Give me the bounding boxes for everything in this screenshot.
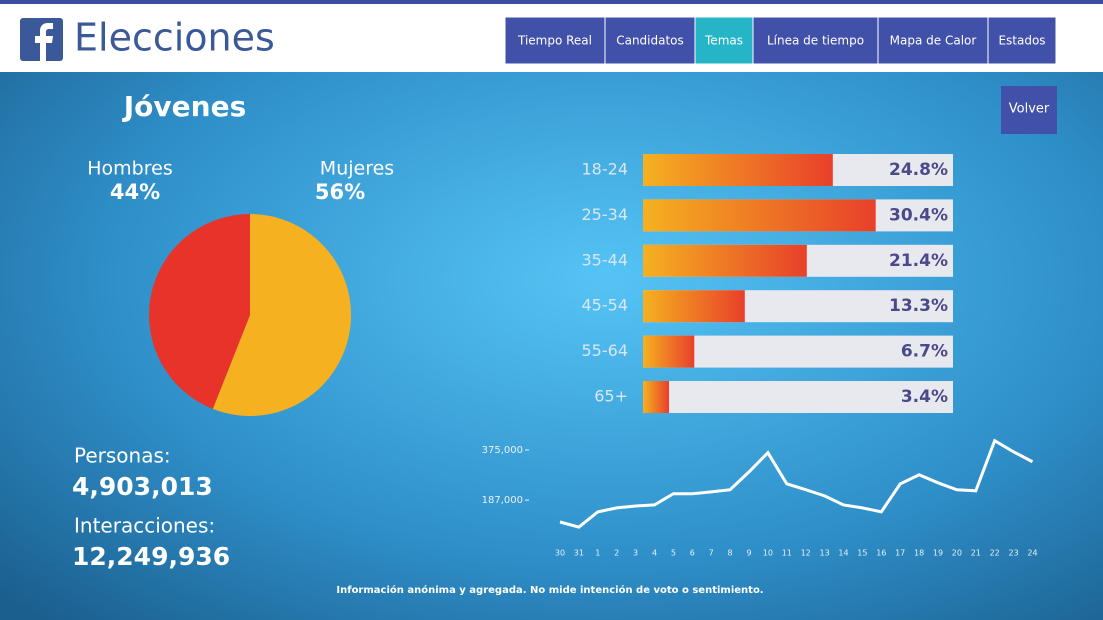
x-tick-label: 18: [914, 549, 924, 558]
x-tick-label: 21: [971, 549, 981, 558]
x-tick-label: 17: [895, 549, 905, 558]
bar-track: [643, 335, 953, 368]
x-tick-label: 8: [728, 549, 733, 558]
stat-label: Interacciones:: [74, 514, 215, 538]
stat-label: Personas:: [74, 444, 171, 468]
x-tick-label: 22: [990, 549, 1000, 558]
footer-note: Información anónima y agregada. No mide …: [336, 584, 763, 596]
bar: [643, 290, 745, 323]
x-tick-label: 11: [782, 549, 792, 558]
bar-value: 24.8%: [889, 160, 948, 180]
pie-slice: [148, 214, 250, 409]
pie-value: 56%: [315, 180, 365, 204]
pie-label: Mujeres: [320, 158, 394, 180]
stat-value: 12,249,936: [72, 542, 230, 571]
x-tick-label: 5: [671, 549, 676, 558]
back-button[interactable]: [1001, 86, 1057, 134]
bar-category: 55-64: [582, 341, 629, 360]
pie-label: Hombres: [87, 158, 172, 180]
nav-label[interactable]: Temas: [704, 34, 743, 48]
bar-value: 21.4%: [889, 251, 948, 271]
x-tick-label: 16: [876, 549, 886, 558]
x-tick-label: 1: [595, 549, 600, 558]
y-tick-label: 375,000: [482, 445, 523, 456]
fb-f: [35, 23, 53, 61]
brand: Elecciones: [74, 16, 275, 60]
bar-value: 6.7%: [901, 342, 948, 362]
bar-track: [643, 381, 953, 413]
bar: [643, 244, 807, 277]
x-tick-label: 20: [952, 549, 962, 558]
bar-category: 65+: [594, 387, 628, 406]
nav-tab[interactable]: [752, 16, 879, 65]
stat-value: 4,903,013: [72, 472, 213, 501]
nav-tab[interactable]: [877, 16, 989, 65]
x-tick-label: 6: [690, 549, 695, 558]
x-tick-label: 4: [652, 549, 657, 558]
bar: [643, 199, 876, 232]
bar: [643, 381, 670, 413]
x-tick-label: 30: [555, 549, 565, 558]
bar: [643, 335, 695, 368]
nav-tab[interactable]: [504, 16, 606, 65]
nav-label[interactable]: Estados: [998, 34, 1045, 48]
x-tick-label: 19: [933, 549, 943, 558]
x-tick-label: 24: [1027, 549, 1037, 558]
x-tick-label: 3: [633, 549, 638, 558]
nav-tab[interactable]: [987, 16, 1057, 65]
bar: [643, 154, 833, 186]
header-line: [0, 0, 1103, 4]
x-tick-label: 2: [614, 549, 619, 558]
bar-value: 3.4%: [901, 387, 948, 407]
bar-value: 30.4%: [889, 205, 948, 225]
x-tick-label: 12: [801, 549, 811, 558]
x-tick-label: 31: [574, 549, 584, 558]
x-tick-label: 10: [763, 549, 773, 558]
x-tick-label: 9: [746, 549, 751, 558]
nav-label[interactable]: Tiempo Real: [517, 34, 592, 48]
y-tick-label: 187,000: [482, 495, 523, 506]
x-tick-label: 13: [820, 549, 830, 558]
x-tick-label: 23: [1009, 549, 1019, 558]
bar-category: 35-44: [582, 250, 629, 269]
bar-value: 13.3%: [889, 296, 948, 316]
nav-tab[interactable]: [604, 16, 696, 65]
pie-value: 44%: [110, 180, 160, 204]
pie-slice: [212, 214, 351, 416]
nav-label[interactable]: Línea de tiempo: [767, 34, 864, 48]
nav-label[interactable]: Mapa de Calor: [890, 34, 977, 48]
back-label[interactable]: Volver: [1009, 102, 1050, 117]
bar-category: 25-34: [582, 205, 629, 224]
x-tick-label: 7: [709, 549, 714, 558]
bar-category: 45-54: [582, 296, 629, 315]
x-tick-label: 14: [838, 549, 848, 558]
x-tick-label: 15: [857, 549, 867, 558]
page-title: Jóvenes: [122, 90, 247, 123]
trend-line: [559, 438, 1034, 529]
nav-label[interactable]: Candidatos: [616, 34, 684, 48]
bar-category: 18-24: [582, 160, 629, 179]
